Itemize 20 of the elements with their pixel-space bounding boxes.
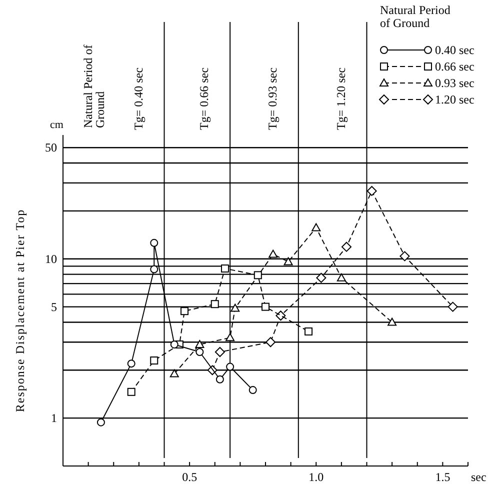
y-tick-label: 1 bbox=[51, 411, 57, 426]
x-tick-label: 0.5 bbox=[182, 470, 198, 484]
y-tick-label: 5 bbox=[51, 300, 57, 314]
y-tick-label: 10 bbox=[45, 252, 57, 266]
ref-line-label: Tg= 0.66 sec bbox=[197, 68, 212, 130]
legend-label: 1.20 sec bbox=[435, 92, 474, 106]
ref-line-label: Tg= 0.93 sec bbox=[265, 68, 280, 130]
legend-label: 0.40 sec bbox=[435, 43, 474, 57]
legend-title: Natural Period of Ground bbox=[380, 3, 450, 30]
x-tick-label: 1.5 bbox=[435, 470, 450, 484]
legend-label: 0.93 sec bbox=[435, 76, 474, 90]
y-tick-label: 50 bbox=[45, 140, 57, 155]
ref-line-label: Tg= 1.20 sec bbox=[334, 68, 348, 130]
legend-label: 0.66 sec bbox=[435, 60, 474, 74]
y-axis-title: Response Displacement at Pier Top bbox=[13, 208, 27, 412]
x-axis-title: sec bbox=[471, 470, 486, 484]
text: Natural Period of Ground bbox=[81, 44, 107, 128]
x-tick-label: 1.0 bbox=[308, 470, 324, 484]
text: cm bbox=[50, 119, 64, 131]
ref-line-label: Tg= 0.40 sec bbox=[131, 68, 146, 130]
